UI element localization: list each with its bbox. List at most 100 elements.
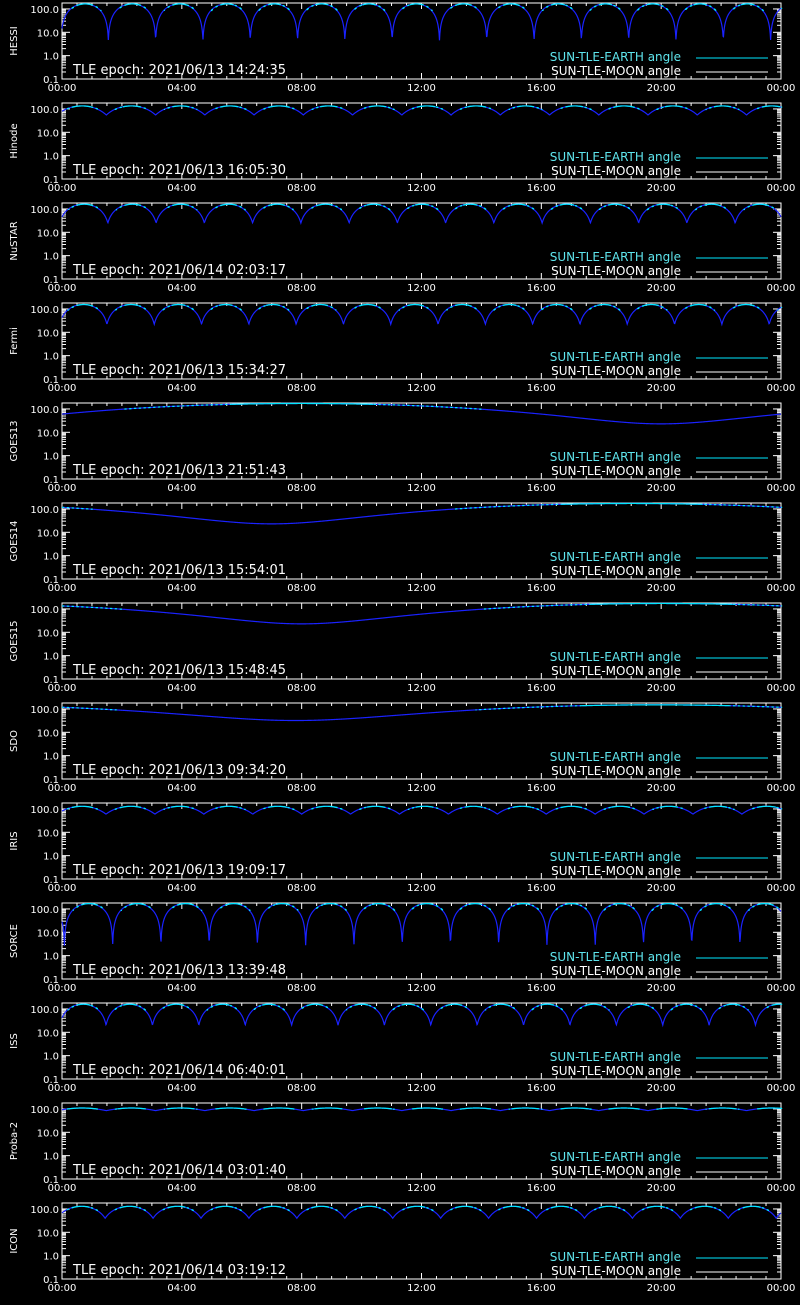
y-tick-label: 1.0	[43, 552, 59, 563]
tle-epoch-label: TLE epoch: 2021/06/13 15:48:45	[72, 663, 286, 678]
x-tick-label: 20:00	[647, 883, 676, 894]
satellite-name: Proba-2	[9, 1122, 20, 1160]
x-tick-label: 00:00	[767, 183, 796, 194]
x-tick-label: 16:00	[527, 1183, 556, 1194]
x-tick-label: 12:00	[407, 183, 436, 194]
x-tick-label: 04:00	[167, 1183, 196, 1194]
y-tick-label: 10.0	[37, 228, 59, 239]
y-tick-label: 10.0	[37, 628, 59, 639]
satellite-name: SDO	[9, 730, 20, 752]
y-tick-label: 1.0	[43, 852, 59, 863]
x-tick-label: 00:00	[48, 883, 77, 894]
legend-earth-label: SUN-TLE-EARTH angle	[550, 250, 681, 264]
x-tick-label: 08:00	[287, 283, 316, 294]
x-tick-label: 16:00	[527, 383, 556, 394]
chart-panel-iris: 100.010.01.00.100:00 04:00 08:00 12:00 16:00…	[9, 802, 796, 894]
x-tick-label: 00:00	[767, 1283, 796, 1294]
y-tick-label: 100.0	[30, 405, 59, 416]
y-tick-label: 100.0	[30, 5, 59, 16]
satellite-name: Fermi	[9, 327, 20, 355]
y-tick-label: 100.0	[30, 1005, 59, 1016]
x-tick-label: 20:00	[647, 683, 676, 694]
x-tick-label: 12:00	[407, 383, 436, 394]
y-tick-label: 100.0	[30, 1105, 59, 1116]
x-tick-label: 20:00	[647, 1283, 676, 1294]
y-tick-label: 100.0	[30, 905, 59, 916]
earth-angle-highlight	[62, 704, 783, 711]
y-tick-label: 1.0	[43, 752, 59, 763]
x-tick-label: 00:00	[48, 583, 77, 594]
x-tick-label: 00:00	[767, 883, 796, 894]
x-tick-label: 00:00	[48, 483, 77, 494]
y-tick-label: 100.0	[30, 105, 59, 116]
chart-panel-sdo: 100.010.01.00.100:00 04:00 08:00 12:00 16:00…	[9, 702, 795, 794]
y-tick-label: 1.0	[43, 152, 59, 163]
x-tick-label: 08:00	[287, 183, 316, 194]
earth-angle-highlight	[124, 402, 482, 410]
y-tick-label: 0.1	[43, 1175, 59, 1186]
x-tick-label: 16:00	[527, 883, 556, 894]
y-tick-label: 0.1	[43, 1275, 59, 1286]
x-tick-label: 20:00	[647, 83, 676, 94]
satellite-name: GOES14	[9, 520, 20, 561]
tle-epoch-label: TLE epoch: 2021/06/14 06:40:01	[72, 1063, 286, 1078]
x-tick-label: 00:00	[48, 1083, 77, 1094]
x-tick-label: 04:00	[167, 383, 196, 394]
x-tick-label: 12:00	[407, 883, 436, 894]
x-tick-label: 12:00	[407, 783, 436, 794]
legend-earth-label: SUN-TLE-EARTH angle	[550, 50, 681, 64]
x-tick-label: 08:00	[287, 83, 316, 94]
x-tick-label: 16:00	[527, 783, 556, 794]
x-tick-label: 00:00	[48, 983, 77, 994]
x-tick-label: 12:00	[407, 983, 436, 994]
satellite-name: Hinode	[9, 123, 20, 158]
legend-earth-label: SUN-TLE-EARTH angle	[550, 850, 681, 864]
x-tick-label: 04:00	[167, 783, 196, 794]
y-tick-label: 1.0	[43, 1252, 59, 1263]
x-tick-label: 20:00	[647, 583, 676, 594]
x-tick-label: 04:00	[167, 83, 196, 94]
x-tick-label: 08:00	[287, 1183, 316, 1194]
x-tick-label: 08:00	[287, 683, 316, 694]
x-tick-label: 00:00	[767, 583, 796, 594]
tle-epoch-label: TLE epoch: 2021/06/13 19:09:17	[72, 863, 286, 878]
x-tick-label: 08:00	[287, 383, 316, 394]
y-tick-label: 100.0	[30, 305, 59, 316]
x-tick-label: 20:00	[647, 783, 676, 794]
x-tick-label: 16:00	[527, 183, 556, 194]
tle-epoch-label: TLE epoch: 2021/06/13 13:39:48	[72, 963, 286, 978]
x-tick-label: 00:00	[767, 1183, 796, 1194]
chart-panel-nustar: 100.010.01.00.100:00 04:00 08:00 12:00 16:00…	[9, 202, 795, 294]
x-tick-label: 12:00	[407, 1283, 436, 1294]
y-tick-label: 10.0	[37, 128, 59, 139]
y-tick-label: 0.1	[43, 675, 59, 686]
x-tick-label: 16:00	[527, 583, 556, 594]
x-tick-label: 12:00	[407, 483, 436, 494]
tle-epoch-label: TLE epoch: 2021/06/14 03:01:40	[72, 1163, 286, 1178]
y-tick-label: 0.1	[43, 1075, 59, 1086]
y-tick-label: 0.1	[43, 375, 59, 386]
x-tick-label: 08:00	[287, 983, 316, 994]
chart-panel-hessi: 100.010.01.00.100:00 04:00 08:00 12:00 16:00…	[9, 2, 795, 94]
y-tick-label: 10.0	[37, 728, 59, 739]
satellite-name: HESSI	[9, 26, 20, 55]
x-tick-label: 04:00	[167, 1283, 196, 1294]
y-tick-label: 10.0	[37, 428, 59, 439]
x-tick-label: 00:00	[767, 683, 796, 694]
tle-epoch-label: TLE epoch: 2021/06/13 14:24:35	[72, 63, 286, 78]
tle-epoch-label: TLE epoch: 2021/06/13 16:05:30	[72, 163, 286, 178]
x-tick-label: 16:00	[527, 1283, 556, 1294]
satellite-name: NuSTAR	[9, 221, 20, 260]
tle-epoch-label: TLE epoch: 2021/06/13 15:54:01	[72, 563, 286, 578]
y-tick-label: 1.0	[43, 652, 59, 663]
chart-panel-fermi: 100.010.01.00.100:00 04:00 08:00 12:00 16:00…	[9, 302, 795, 394]
y-tick-label: 0.1	[43, 975, 59, 986]
legend-moon-label: SUN-TLE-MOON angle	[551, 1264, 681, 1278]
y-tick-label: 0.1	[43, 175, 59, 186]
x-tick-label: 12:00	[407, 83, 436, 94]
x-tick-label: 12:00	[407, 283, 436, 294]
x-tick-label: 08:00	[287, 483, 316, 494]
legend-earth-label: SUN-TLE-EARTH angle	[550, 1050, 681, 1064]
legend-moon-label: SUN-TLE-MOON angle	[551, 664, 681, 678]
